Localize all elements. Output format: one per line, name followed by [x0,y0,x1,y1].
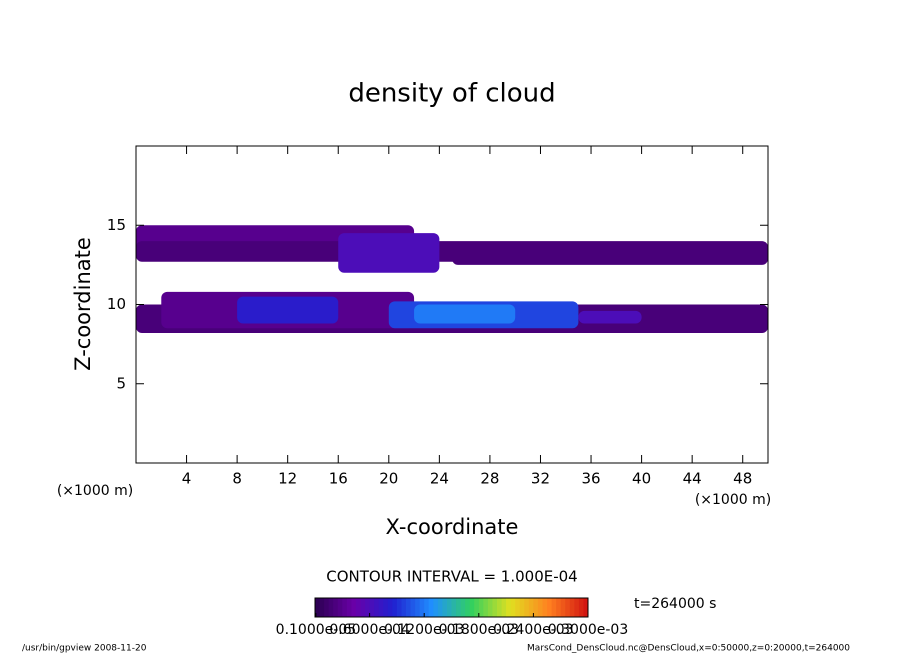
x-tick-label: 20 [379,470,398,488]
colorbar-cell [565,598,571,617]
colorbar-cell [497,598,503,617]
colorbar-cell [324,598,330,617]
x-tick-label: 44 [683,470,702,488]
colorbar-cell [419,598,425,617]
colorbar-cell [319,598,325,617]
colorbar-cell [547,598,553,617]
colorbar-cell [578,598,584,617]
x-tick-label: 8 [232,470,242,488]
colorbar-cell [487,598,493,617]
colorbar-cell [355,598,361,617]
colorbar-cell [524,598,530,617]
x-tick-label: 16 [329,470,348,488]
colorbar-cell [474,598,480,617]
colorbar-cell [346,598,352,617]
colorbar-tick-label: 0.1200e-03 [384,622,464,638]
colorbar-cell [401,598,407,617]
colorbar-cell [406,598,412,617]
colorbar-cell [328,598,334,617]
colorbar-cell [478,598,484,617]
colorbar-frame [314,597,589,618]
x-unit: (×1000 m) [57,483,133,499]
colorbar-tick-label: 0.1800e-03 [439,622,519,638]
contour-region [578,310,642,324]
x-tick-label: 32 [531,470,550,488]
colorbar-cell [460,598,466,617]
colorbar-cell [433,598,439,617]
colorbar-cell [574,598,580,617]
colorbar-cell [537,598,543,617]
colorbar-cell [424,598,430,617]
footer: MarsCond_DensCloud.nc@DensCloud,x=0:5000… [527,644,850,654]
colorbar-cell [437,598,443,617]
colorbar-cell [556,598,562,617]
colorbar-cell [378,598,384,617]
colorbar-cell [506,598,512,617]
chart-title: density of cloud [348,79,555,109]
colorbar-cell [469,598,475,617]
colorbar-cell [428,598,434,617]
contour-region [452,244,768,265]
colorbar-cell [542,598,548,617]
colorbar-tick-label: 0.1000e-05 [276,622,356,638]
x-tick-label: 36 [581,470,600,488]
colorbar-cell [492,598,498,617]
contour-interval: CONTOUR INTERVAL = 1.000E-04 [326,568,577,586]
colorbar-cell [583,598,589,617]
contour-region [338,233,440,273]
colorbar-cell [483,598,489,617]
colorbar-cell [510,598,516,617]
contour-region [414,304,516,324]
colorbar-cell [515,598,521,617]
colorbar-cell [396,598,402,617]
colorbar-cell [442,598,448,617]
colorbar-cell [360,598,366,617]
colorbar-cell [446,598,452,617]
colorbar-cell [374,598,380,617]
colorbar-tick-label: 0.6000e-04 [329,622,410,638]
contour-region [237,296,339,324]
colorbar-cell [560,598,566,617]
x-tick-label: 12 [278,470,297,488]
x-tick-label: 4 [182,470,192,488]
colorbar-cell [533,598,539,617]
colorbar-cell [519,598,525,617]
colorbar-cell [315,598,321,617]
colorbar-cell [365,598,371,617]
colorbar-cell [333,598,339,617]
x-axis-label: X-coordinate [386,515,519,539]
colorbar-cell [456,598,462,617]
colorbar-cell [369,598,375,617]
colorbar-cell [551,598,557,617]
colorbar-cell [528,598,534,617]
y-axis-label: Z-coordinate [71,237,95,371]
x-tick-label: 24 [430,470,449,488]
colorbar-cell [392,598,398,617]
colorbar-cell [451,598,457,617]
colorbar-tick-label: 0.2400e-03 [493,622,573,638]
y-tick-label: 5 [116,374,126,392]
colorbar-cell [501,598,507,617]
y-tick-label: 10 [107,295,126,313]
colorbar-cell [387,598,393,617]
colorbar-cell [383,598,389,617]
colorbar-cell [415,598,421,617]
colorbar-cell [342,598,348,617]
colorbar-cell [337,598,343,617]
colorbar-tick-label: 0.3000e-03 [548,622,628,638]
footer: /usr/bin/gpview 2008-11-20 [22,644,147,654]
x-tick-label: 40 [632,470,651,488]
x-tick-label: 48 [733,470,752,488]
colorbar-cell [569,598,575,617]
time-label: t=264000 s [634,596,716,612]
x-unit: (×1000 m) [695,492,771,508]
colorbar-cell [410,598,416,617]
y-tick-label: 15 [107,216,126,234]
colorbar-cell [465,598,471,617]
x-tick-label: 28 [480,470,499,488]
colorbar-cell [351,598,357,617]
